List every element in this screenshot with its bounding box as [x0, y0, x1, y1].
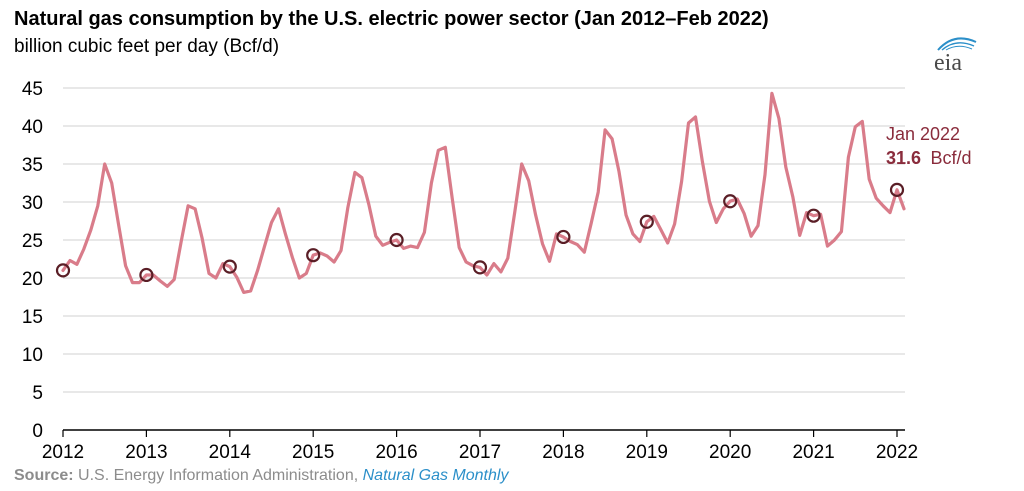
x-tick-label: 2020 — [709, 442, 751, 463]
x-tick-label: 2015 — [292, 442, 334, 463]
y-tick-label: 45 — [22, 79, 43, 100]
data-point-marker — [556, 229, 571, 245]
x-tick-label: 2021 — [792, 442, 834, 463]
annotation-unit: Bcf/d — [931, 148, 972, 168]
y-tick-label: 10 — [22, 345, 43, 366]
y-tick-label: 35 — [22, 155, 43, 176]
y-tick-label: 5 — [32, 383, 43, 404]
chart-title: Natural gas consumption by the U.S. elec… — [14, 8, 769, 30]
source-label: Source: — [14, 467, 74, 484]
y-tick-label: 30 — [22, 193, 43, 214]
y-tick-label: 0 — [32, 421, 43, 442]
y-tick-label: 40 — [22, 117, 43, 138]
annotation-value: 31.6 — [886, 148, 921, 168]
data-point-marker — [389, 232, 404, 248]
data-point-marker — [806, 208, 821, 223]
y-tick-label: 20 — [22, 269, 43, 290]
chart-subtitle: billion cubic feet per day (Bcf/d) — [14, 36, 280, 57]
logo-text: eia — [934, 50, 962, 76]
data-point-marker — [55, 263, 71, 278]
source-link[interactable]: Natural Gas Monthly — [362, 467, 509, 484]
eia-logo-icon: eia — [934, 37, 977, 76]
data-point-marker — [306, 248, 321, 263]
data-point-marker — [639, 214, 654, 229]
grid-lines — [63, 87, 905, 431]
y-tick-label: 15 — [22, 307, 43, 328]
x-axis-ticks: 2012 2013 2014 2015 2016 2017 2018 2019 2020 2021… — [42, 430, 918, 463]
y-axis-ticks: 0 5 10 15 20 25 30 35 40 45 — [22, 79, 43, 442]
x-tick-label: 2022 — [876, 442, 918, 463]
x-tick-label: 2013 — [125, 442, 167, 463]
annotation-group: Jan 2022 31.6 Bcf/d — [886, 124, 972, 168]
x-tick-label: 2018 — [542, 442, 584, 463]
data-point-marker — [222, 259, 237, 274]
y-tick-label: 25 — [22, 231, 43, 252]
source-note: Source: U.S. Energy Information Administ… — [14, 467, 508, 485]
annotation-value-text: 31.6 Bcf/d — [886, 148, 972, 168]
data-point-marker — [889, 182, 905, 197]
x-tick-label: 2016 — [375, 442, 417, 463]
data-point-marker — [723, 194, 738, 209]
data-point-marker — [139, 267, 154, 283]
x-tick-label: 2014 — [209, 442, 252, 463]
data-point-marker — [472, 260, 488, 275]
x-tick-label: 2012 — [42, 442, 84, 463]
x-tick-label: 2019 — [626, 442, 668, 463]
annotation-label: Jan 2022 — [886, 124, 960, 144]
source-text: U.S. Energy Information Administration, — [78, 467, 359, 484]
marker-group — [55, 182, 905, 283]
x-tick-label: 2017 — [459, 442, 501, 463]
